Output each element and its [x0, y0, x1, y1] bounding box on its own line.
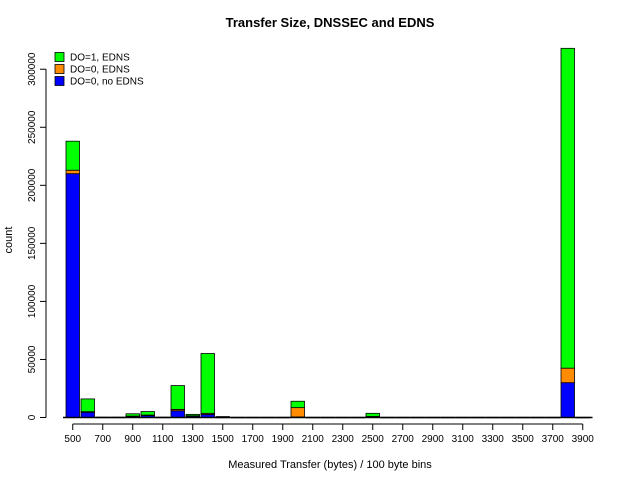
chart-title: Transfer Size, DNSSEC and EDNS	[226, 15, 435, 30]
x-tick-label-3100: 3100	[452, 434, 475, 445]
y-tick-label-300000: 300000	[27, 52, 38, 86]
x-tick-label-1500: 1500	[212, 434, 235, 445]
bar-600-series-2	[80, 398, 95, 413]
x-tick-label-1900: 1900	[272, 434, 295, 445]
legend-swatch-2	[54, 52, 65, 62]
y-tick-label-0: 0	[27, 414, 38, 420]
y-tick-label-50000: 50000	[27, 345, 38, 373]
x-tick-label-3900: 3900	[572, 434, 595, 445]
x-tick-label-2300: 2300	[332, 434, 355, 445]
x-axis-label: Measured Transfer (bytes) / 100 byte bin…	[228, 459, 432, 471]
bar-1000-series-2	[140, 411, 155, 416]
bar-2500-series-2	[365, 412, 380, 417]
legend-label-2: DO=1, EDNS	[70, 53, 130, 64]
bar-1200-series-0	[170, 410, 185, 418]
x-tick-label-3300: 3300	[482, 434, 505, 445]
bar-500-series-0	[65, 173, 80, 418]
y-axis: 0 50000 100000 150000 200000 250000 300000	[27, 52, 47, 420]
bars-group	[65, 47, 590, 419]
bar-1200-series-2	[170, 385, 185, 410]
bar-3800-series-0	[560, 382, 575, 418]
y-tick-label-250000: 250000	[27, 110, 38, 144]
bar-2000-series-2	[290, 400, 305, 409]
y-tick-label-100000: 100000	[27, 284, 38, 318]
bar-900-series-2	[125, 413, 140, 417]
legend-label-0: DO=0, no EDNS	[70, 77, 144, 88]
x-tick-label-3500: 3500	[512, 434, 535, 445]
y-tick-label-150000: 150000	[27, 226, 38, 260]
x-axis: 500 700 900 1100 1300 1500 1700 1900 2100 2300 250…	[63, 416, 595, 445]
x-tick-label-3700: 3700	[542, 434, 565, 445]
legend-label-1: DO=0, EDNS	[70, 65, 130, 76]
x-tick-label-2100: 2100	[302, 434, 325, 445]
bar-1300-series-2	[185, 413, 200, 417]
x-tick-label-2500: 2500	[362, 434, 385, 445]
bar-600-series-0	[80, 411, 95, 418]
x-tick-label-700: 700	[94, 434, 111, 445]
x-tick-label-1700: 1700	[242, 434, 265, 445]
x-tick-label-2700: 2700	[392, 434, 415, 445]
bar-2000-series-1	[290, 407, 305, 418]
x-tick-label-500: 500	[64, 434, 81, 445]
bar-3800-series-2	[560, 47, 575, 369]
bar-500-series-1	[65, 169, 80, 175]
bar-500-series-2	[65, 140, 80, 171]
y-tick-label-200000: 200000	[27, 168, 38, 202]
x-tick-label-1300: 1300	[182, 434, 205, 445]
legend-swatch-1	[54, 64, 65, 74]
x-tick-label-2900: 2900	[422, 434, 445, 445]
bar-3800-series-1	[560, 367, 575, 384]
x-tick-label-900: 900	[124, 434, 141, 445]
y-axis-label: count	[3, 227, 15, 254]
legend-swatch-0	[54, 76, 65, 86]
bar-1400-series-2	[200, 353, 215, 414]
x-tick-label-1100: 1100	[152, 434, 174, 445]
